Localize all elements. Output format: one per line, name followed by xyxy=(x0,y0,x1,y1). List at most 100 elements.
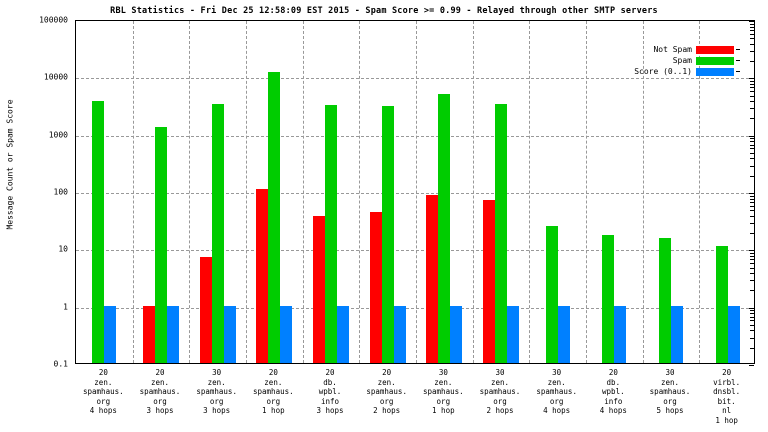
y-minor-tick-mark xyxy=(750,23,754,25)
gridline xyxy=(76,135,754,137)
bar-spam xyxy=(602,235,615,363)
y-tick-label: 0.1 xyxy=(53,359,68,369)
y-axis-title: Message Count or Spam Score xyxy=(5,99,15,230)
y-minor-tick-mark xyxy=(750,91,754,93)
legend-label: Not Spam xyxy=(653,45,692,54)
y-minor-tick-mark xyxy=(750,61,754,63)
y-tick-label: 10 xyxy=(58,244,68,254)
x-tick-label: 20 zen. spamhaus. org 1 hop xyxy=(253,368,294,415)
y-minor-tick-mark xyxy=(750,144,754,146)
vertical-gridline xyxy=(699,21,701,363)
bar-spam xyxy=(381,105,394,363)
y-minor-tick-mark xyxy=(750,259,754,261)
y-minor-tick-mark xyxy=(750,215,754,217)
y-minor-tick-mark xyxy=(750,252,754,254)
y-minor-tick-mark xyxy=(750,310,754,312)
legend-tick-mark xyxy=(736,60,740,61)
y-tick-mark xyxy=(749,78,754,80)
vertical-gridline xyxy=(416,21,417,363)
legend-color-swatch xyxy=(696,45,734,54)
y-minor-tick-mark xyxy=(750,165,754,167)
gridline xyxy=(76,193,754,194)
y-minor-tick-mark xyxy=(750,118,754,120)
bar-score-0-1 xyxy=(614,305,627,363)
bar-spam xyxy=(211,103,224,363)
x-tick-label: 20 db. wpbl. info 4 hops xyxy=(599,368,627,415)
gridline xyxy=(76,78,754,80)
legend-item: Score (0..1) xyxy=(634,67,740,76)
legend-item: Spam xyxy=(634,56,740,65)
y-tick-label: 100000 xyxy=(39,15,68,25)
y-minor-tick-mark xyxy=(750,320,754,322)
legend-color-swatch xyxy=(696,56,734,65)
y-minor-tick-mark xyxy=(750,290,754,292)
bar-spam xyxy=(92,101,105,363)
bar-score-0-1 xyxy=(167,305,179,363)
bar-not-spam xyxy=(313,215,325,363)
y-minor-tick-mark xyxy=(750,198,754,200)
y-tick-mark xyxy=(749,193,754,194)
bar-spam xyxy=(268,71,281,363)
y-tick-mark xyxy=(749,365,754,366)
y-minor-tick-mark xyxy=(750,87,754,89)
gridline xyxy=(76,250,754,252)
y-minor-tick-mark xyxy=(750,108,754,110)
y-minor-tick-mark xyxy=(750,255,754,257)
bar-spam xyxy=(545,225,558,363)
legend-label: Spam xyxy=(672,56,692,65)
y-minor-tick-mark xyxy=(750,152,754,154)
legend-color-swatch xyxy=(696,67,734,76)
y-minor-tick-mark xyxy=(750,38,754,40)
bar-not-spam xyxy=(199,257,212,363)
y-minor-tick-mark xyxy=(750,263,754,265)
bar-score-0-1 xyxy=(393,305,406,363)
x-tick-label: 30 zen. spamhaus. org 4 hops xyxy=(536,368,577,415)
y-minor-tick-mark xyxy=(750,29,754,31)
bar-score-0-1 xyxy=(727,305,740,363)
y-minor-tick-mark xyxy=(750,337,754,339)
y-minor-tick-mark xyxy=(750,33,754,35)
y-minor-tick-mark xyxy=(750,43,754,45)
gridline xyxy=(76,307,754,309)
y-minor-tick-mark xyxy=(750,222,754,224)
x-tick-label: 20 virbl. dnsbl. bit. nl 1 hop xyxy=(713,368,741,425)
bar-score-0-1 xyxy=(450,305,463,363)
y-minor-tick-mark xyxy=(750,330,754,332)
x-tick-label: 30 zen. spamhaus. org 2 hops xyxy=(479,368,521,415)
y-minor-tick-mark xyxy=(750,195,754,197)
bar-spam xyxy=(438,93,451,363)
y-minor-tick-mark xyxy=(750,148,754,150)
y-minor-tick-mark xyxy=(750,201,754,203)
y-minor-tick-mark xyxy=(750,280,754,282)
vertical-gridline xyxy=(189,21,191,363)
y-minor-tick-mark xyxy=(750,80,754,82)
y-tick-label: 1000 xyxy=(48,130,68,140)
y-minor-tick-mark xyxy=(750,26,754,28)
bar-spam xyxy=(495,103,507,363)
legend-tick-mark xyxy=(736,71,740,72)
bar-score-0-1 xyxy=(280,305,293,363)
y-minor-tick-mark xyxy=(750,50,754,52)
legend-tick-mark xyxy=(736,49,740,50)
vertical-gridline xyxy=(132,21,134,363)
y-minor-tick-mark xyxy=(750,347,754,349)
y-tick-label: 100 xyxy=(53,187,68,197)
y-minor-tick-mark xyxy=(750,313,754,315)
bar-score-0-1 xyxy=(337,305,349,363)
legend-item: Not Spam xyxy=(634,45,740,54)
bar-spam xyxy=(155,127,167,363)
y-minor-tick-mark xyxy=(750,138,754,140)
vertical-gridline xyxy=(302,21,304,363)
y-minor-tick-mark xyxy=(750,141,754,143)
bar-not-spam xyxy=(426,195,439,363)
bar-score-0-1 xyxy=(557,305,570,363)
y-minor-tick-mark xyxy=(750,273,754,275)
y-minor-tick-mark xyxy=(750,205,754,207)
y-tick-mark xyxy=(749,250,754,252)
plot-area: Not Spam Spam Score (0..1) xyxy=(75,20,755,366)
y-minor-tick-mark xyxy=(750,175,754,177)
vertical-gridline xyxy=(246,21,247,363)
x-tick-label: 20 zen. spamhaus. org 4 hops xyxy=(83,368,124,415)
